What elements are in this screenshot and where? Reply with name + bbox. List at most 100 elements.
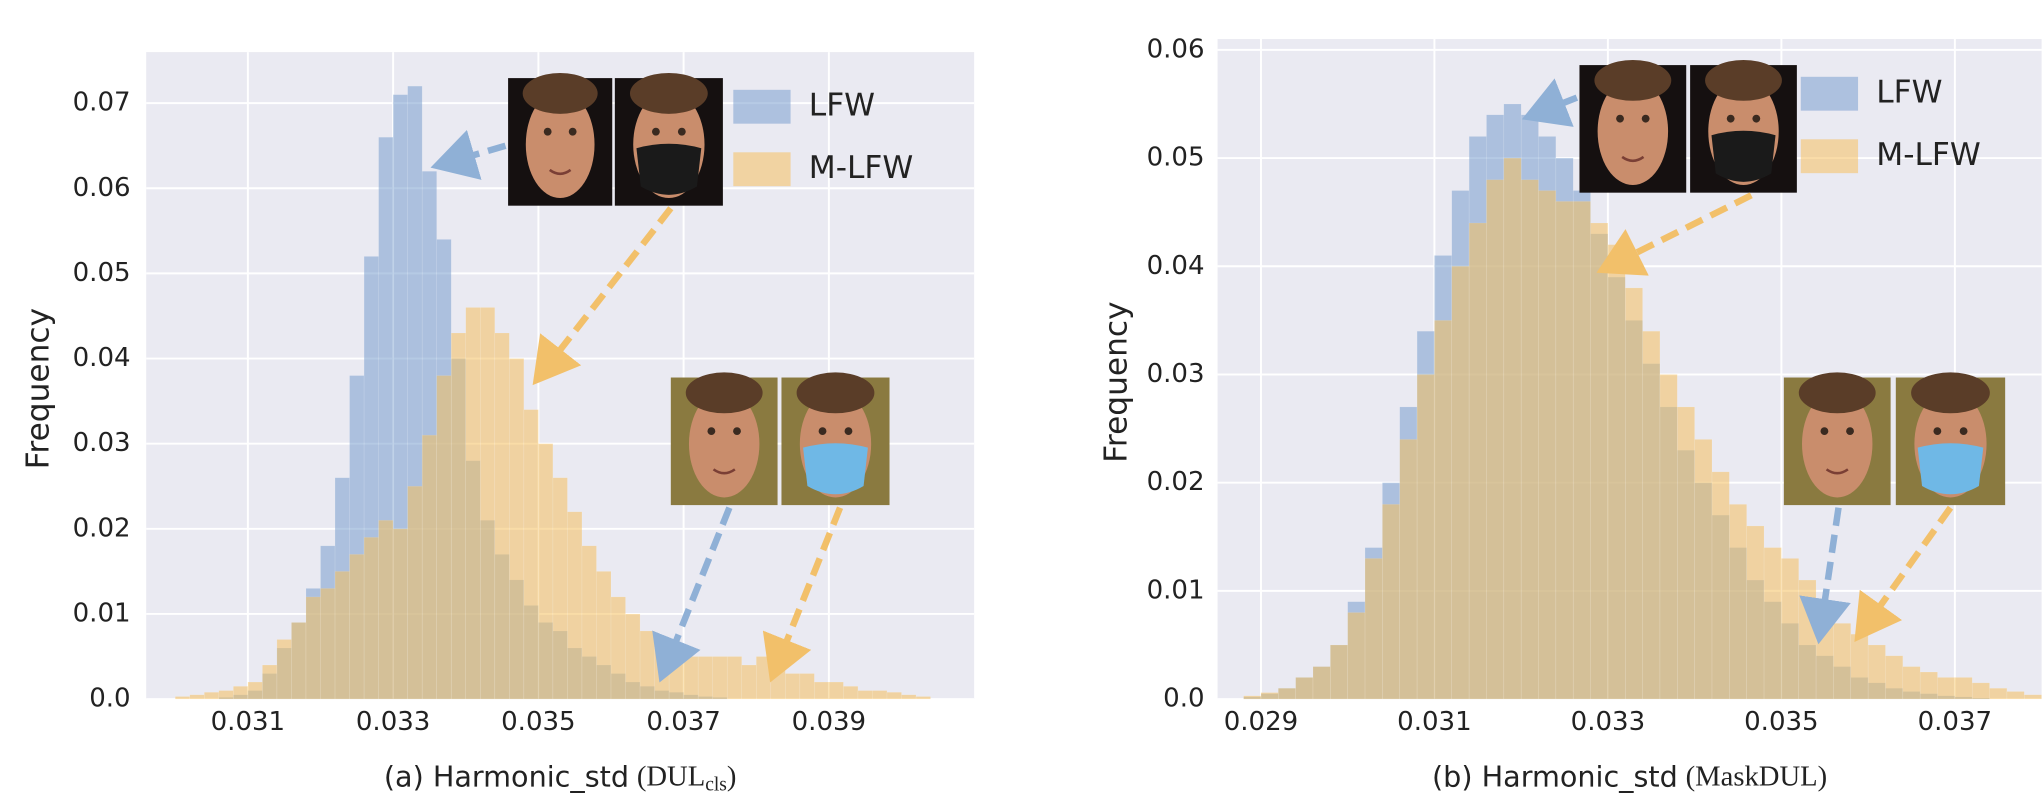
face-photo <box>1798 372 1876 414</box>
face-photo <box>1597 77 1669 186</box>
histogram-bar <box>1243 695 1262 700</box>
y-tick-label: 0.0 <box>1163 684 1204 714</box>
histogram-bar <box>567 511 583 700</box>
face-photo <box>543 127 552 136</box>
y-tick-label: 0.03 <box>73 428 131 458</box>
annotation-arrow <box>1854 505 1954 642</box>
face-photo <box>1933 427 1942 436</box>
histogram-bar <box>1781 558 1799 700</box>
histogram-bar <box>363 537 379 700</box>
face-photo <box>1621 155 1645 163</box>
histogram-bar <box>450 332 467 700</box>
histogram-bar <box>1937 677 1956 700</box>
face-photo <box>525 90 595 199</box>
x-tick-label: 0.031 <box>211 707 285 737</box>
histogram-bar <box>1260 692 1279 700</box>
x-axis-label-part: (a) Harmonic_std <box>384 759 629 793</box>
histogram-bar <box>1763 547 1782 700</box>
histogram-bar <box>552 477 568 700</box>
histogram-bar <box>1867 644 1886 700</box>
x-tick-label: 0.035 <box>501 707 575 737</box>
histogram-bar <box>1382 504 1400 700</box>
histogram-bar <box>233 686 249 700</box>
y-tick-label: 0.04 <box>1147 251 1205 281</box>
histogram-bar <box>1694 439 1713 700</box>
face-photo <box>1820 427 1829 436</box>
x-tick-label: 0.029 <box>1224 707 1298 737</box>
face-photo <box>688 390 760 498</box>
histogram-bar <box>392 528 408 700</box>
y-tick-label: 0.06 <box>1147 34 1205 64</box>
histogram-bar <box>1677 406 1695 700</box>
x-axis-label-part: cls <box>705 775 727 796</box>
face-photo <box>677 127 686 136</box>
histogram-bar <box>654 647 670 700</box>
face-mask <box>803 443 868 495</box>
annotation-arrow <box>1521 78 1579 127</box>
histogram-bar <box>1642 330 1661 700</box>
histogram-bar <box>421 434 437 700</box>
y-tick-label: 0.05 <box>73 258 131 288</box>
histogram-bar <box>697 656 713 700</box>
histogram-bar <box>1729 504 1747 700</box>
histogram-bar <box>857 690 873 700</box>
histogram-bar <box>523 409 539 700</box>
histogram-bar <box>1520 179 1539 700</box>
histogram-bar <box>436 375 452 700</box>
histogram-bar <box>189 694 205 700</box>
histogram-bar <box>1833 623 1852 700</box>
histogram-bar <box>1503 157 1522 700</box>
histogram-bar <box>1607 244 1626 700</box>
face-photo <box>1846 427 1854 436</box>
y-tick-label: 0.02 <box>1147 467 1205 497</box>
histogram-bar <box>814 681 830 700</box>
legend-label: LFW <box>809 88 875 124</box>
histogram-bar <box>1399 439 1418 700</box>
histogram-bar <box>407 485 423 700</box>
y-tick-label: 0.01 <box>1147 575 1205 605</box>
histogram-bar <box>726 656 742 700</box>
face-photo <box>733 427 741 436</box>
histogram-bar <box>1451 266 1470 700</box>
histogram-bar <box>494 332 510 700</box>
histogram-bar <box>247 681 263 700</box>
x-tick-label: 0.033 <box>356 707 430 737</box>
y-tick-label: 0.02 <box>73 513 131 543</box>
face-photo <box>522 73 598 114</box>
annotation-arrow <box>430 129 507 180</box>
histogram-bar <box>378 520 394 700</box>
face-photo <box>1801 390 1873 498</box>
histogram-bar <box>1954 677 1973 700</box>
face-photo <box>712 468 736 475</box>
histogram-bar <box>915 696 931 700</box>
annotation-arrow <box>762 506 844 683</box>
histogram-bar <box>1798 579 1817 700</box>
histogram-bar <box>1659 374 1678 700</box>
histogram-bar <box>291 622 307 700</box>
face-photo <box>548 168 572 176</box>
y-tick-label: 0.04 <box>73 343 131 373</box>
histogram-bar <box>538 443 554 700</box>
histogram-bar <box>509 358 525 700</box>
histogram-bar <box>1330 644 1348 700</box>
legend-label: LFW <box>1876 75 1942 111</box>
legend-label: M-LFW <box>1876 137 1980 173</box>
legend-swatch <box>733 89 791 124</box>
face-photo <box>818 427 827 436</box>
histogram-bar <box>1416 374 1435 700</box>
histogram-bar <box>349 554 365 700</box>
histogram-bar <box>1364 558 1383 700</box>
face-photo <box>707 427 716 436</box>
histogram-bar <box>625 613 641 700</box>
x-axis-label: (b) Harmonic_std (MaskDUL) <box>1432 759 1827 793</box>
histogram-bar <box>843 686 859 700</box>
histogram-bar <box>1711 471 1730 700</box>
histogram-bar <box>2023 694 2042 700</box>
histogram-bar <box>886 691 902 700</box>
face-photo <box>568 127 577 136</box>
y-tick-label: 0.06 <box>73 173 131 203</box>
histogram-bar <box>1971 682 1990 700</box>
histogram-bar <box>1989 687 2008 700</box>
y-tick-label: 0.0 <box>89 684 130 714</box>
